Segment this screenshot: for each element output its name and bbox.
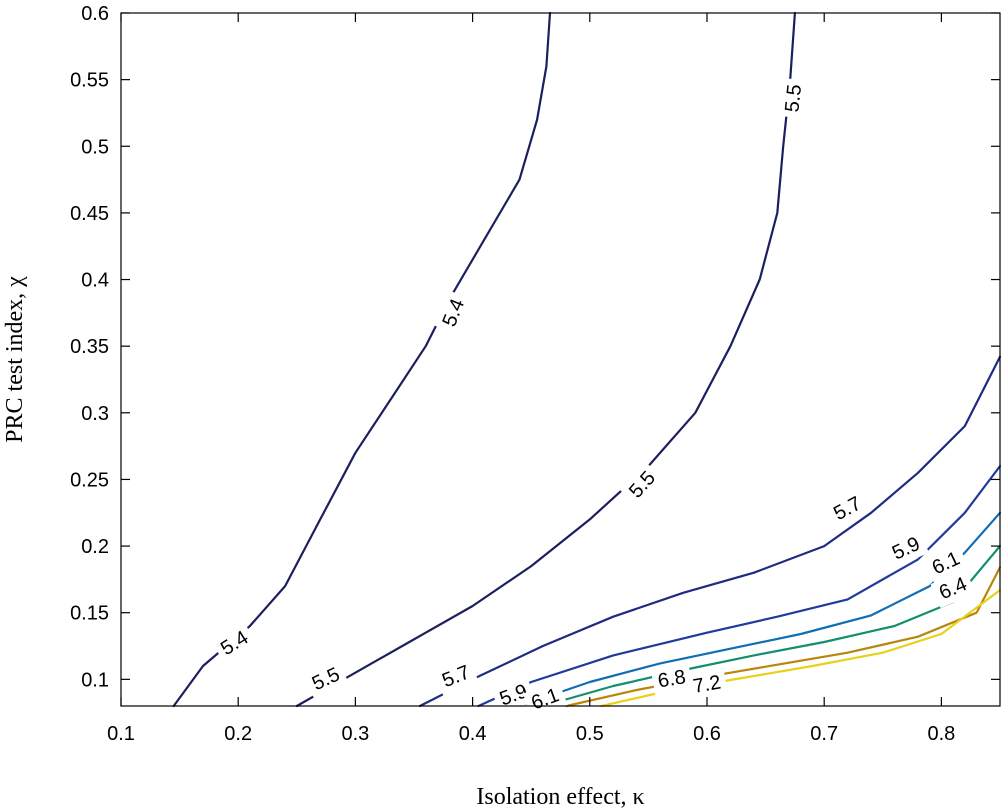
contour-label-bg <box>778 78 809 119</box>
contour-label-bg <box>522 680 568 719</box>
contour-label-bg <box>883 528 929 569</box>
contour-label-bg <box>923 543 969 584</box>
y-tick-label: 0.15 <box>70 603 109 625</box>
contour-line-5-4 <box>172 11 552 708</box>
y-tick-label: 0.35 <box>70 336 109 358</box>
contour-label: 7.2 <box>691 671 722 697</box>
y-tick-label: 0.4 <box>81 270 109 292</box>
contour-label-bg <box>686 668 728 701</box>
x-tick-label: 0.5 <box>576 723 604 745</box>
contour-line-6-8 <box>565 566 1001 708</box>
contour-line-5-9 <box>477 465 1001 708</box>
y-tick-label: 0.1 <box>81 669 109 691</box>
x-axis-title: Isolation effect, κ <box>476 784 644 810</box>
contour-labels: 5.45.45.55.55.55.75.75.95.96.16.16.46.8 7… <box>211 78 976 719</box>
y-tick-label: 0.45 <box>70 203 109 225</box>
x-tick-label: 0.1 <box>107 723 135 745</box>
x-tick-label: 0.8 <box>927 723 955 745</box>
contour-label-bg <box>211 622 258 665</box>
contour-label-bg <box>434 290 474 336</box>
y-axis-title: PRC test index, χ <box>2 276 28 443</box>
x-tick-label: 0.7 <box>810 723 838 745</box>
contour-lines <box>172 11 1001 708</box>
x-tick-label: 0.2 <box>224 723 252 745</box>
y-tick-label: 0.6 <box>81 3 109 25</box>
contour-label-bg <box>650 663 693 696</box>
x-axis: 0.1 0.2 0.3 0.4 0.5 0.6 0.7 0.8 <box>107 13 955 745</box>
contour-label-bg <box>433 657 479 696</box>
x-tick-label: 0.3 <box>341 723 369 745</box>
x-tick-label: 0.6 <box>693 723 721 745</box>
contour-label-bg <box>303 659 349 700</box>
contour-label-bg <box>824 488 871 530</box>
plot-area-border <box>120 12 1001 707</box>
y-axis: 0.1 0.15 0.2 0.25 0.3 0.35 0.4 0.45 0.5 0.55 0.6 <box>70 3 1000 691</box>
contour-label-bg <box>491 676 536 715</box>
contour-label-bg <box>620 461 665 508</box>
contour-label: 5.5 <box>781 83 806 113</box>
y-tick-label: 0.55 <box>70 70 109 92</box>
y-tick-label: 0.2 <box>81 536 109 558</box>
contour-line-6-1 <box>518 511 1001 708</box>
y-tick-label: 0.3 <box>81 403 109 425</box>
contour-line-5-5 <box>295 11 796 708</box>
x-tick-label: 0.4 <box>459 723 487 745</box>
contour-label-bg <box>930 569 976 609</box>
contour-line-5-7 <box>418 355 1001 708</box>
contour-label: 6.8 <box>656 666 687 692</box>
y-tick-label: 0.5 <box>81 136 109 158</box>
y-tick-label: 0.25 <box>70 469 109 491</box>
